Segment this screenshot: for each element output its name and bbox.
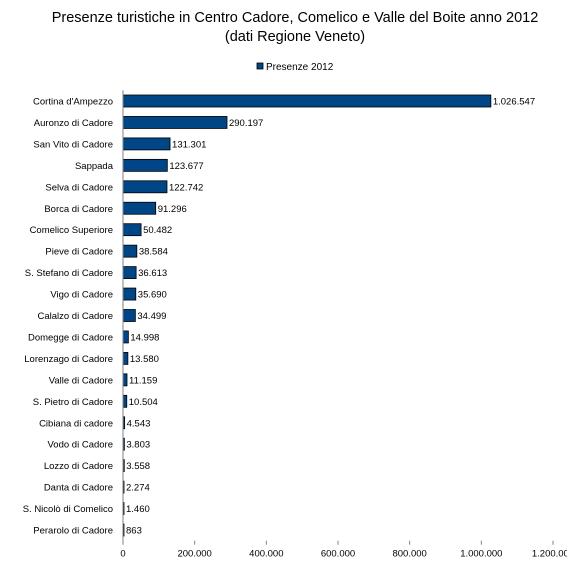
value-label: 50.482: [143, 225, 172, 236]
x-axis-ticks: 0 200.000 400.000 600.000 800.000 1.000.000 1.…: [120, 540, 567, 560]
x-tick-label: 1.000.000: [460, 549, 502, 560]
category-label: Borca di Cadore: [44, 204, 113, 215]
bar: [122, 137, 171, 151]
category-label: Auronzo di Cadore: [34, 118, 113, 129]
value-label: 10.504: [129, 397, 158, 408]
bar: [122, 158, 168, 172]
value-label: 13.580: [130, 354, 159, 365]
category-label: Cortina d'Ampezzo: [33, 97, 113, 108]
value-label: 34.499: [137, 311, 166, 322]
category-label: Comelico Superiore: [30, 225, 113, 236]
bar: [122, 223, 142, 237]
category-label: Pieve di Cadore: [45, 247, 113, 258]
bar: [122, 94, 492, 108]
value-label: 35.690: [138, 290, 167, 301]
category-label: S. Nicolò di Comelico: [23, 504, 113, 515]
category-label: S. Pietro di Cadore: [33, 397, 113, 408]
value-label: 91.296: [158, 204, 187, 215]
bar: [122, 180, 168, 194]
category-label: Cibiana di cadore: [39, 418, 113, 429]
category-label: Vodo di Cadore: [48, 440, 114, 451]
bar: [122, 373, 128, 387]
value-label: 14.998: [130, 332, 159, 343]
chart-title: Presenze turistiche in Centro Cadore, Co…: [52, 10, 539, 26]
legend-swatch: [256, 62, 264, 70]
category-label: S. Stefano di Cadore: [25, 268, 113, 279]
value-label: 36.613: [138, 268, 167, 279]
x-tick-label: 600.000: [321, 549, 355, 560]
category-label: Calalzo di Cadore: [37, 311, 113, 322]
bars: [122, 94, 492, 537]
value-label: 3.803: [126, 440, 150, 451]
value-label: 123.677: [169, 161, 203, 172]
category-label: San Vito di Cadore: [33, 139, 113, 150]
value-labels: 1.026.547 290.197 131.301 123.677 122.742 91.…: [126, 97, 535, 537]
bar: [122, 116, 228, 129]
bar: [122, 351, 129, 365]
bar: [122, 330, 129, 344]
value-label: 4.543: [127, 418, 151, 429]
value-label: 1.026.547: [493, 97, 535, 108]
category-label: Selva di Cadore: [45, 182, 113, 193]
x-tick-label: 800.000: [392, 549, 426, 560]
category-label: Perarolo di Cadore: [33, 526, 113, 537]
value-label: 3.558: [126, 461, 150, 472]
x-tick-label: 0: [120, 549, 125, 560]
category-labels: Cortina d'Ampezzo Auronzo di Cadore San Vi…: [23, 97, 114, 537]
category-label: Vigo di Cadore: [50, 290, 113, 301]
category-label: Lozzo di Cadore: [44, 461, 113, 472]
x-tick-label: 1.200.000: [532, 549, 567, 560]
category-label: Domegge di Cadore: [28, 332, 113, 343]
bar: [122, 201, 157, 215]
value-label: 1.460: [126, 504, 150, 515]
value-label: 290.197: [229, 118, 263, 129]
bar: [122, 244, 138, 258]
bar: [122, 287, 137, 301]
value-label: 11.159: [129, 375, 157, 386]
value-label: 2.274: [126, 483, 150, 494]
value-label: 122.742: [169, 182, 203, 193]
category-label: Lorenzago di Cadore: [24, 354, 113, 365]
bar: [122, 309, 136, 322]
value-label: 863: [126, 526, 142, 537]
value-label: 131.301: [172, 139, 206, 150]
category-label: Valle di Cadore: [49, 375, 113, 386]
category-label: Sappada: [75, 161, 114, 172]
bar: [122, 394, 128, 408]
value-label: 38.584: [139, 247, 168, 258]
bar: [122, 266, 137, 280]
legend: Presenze 2012: [256, 62, 334, 73]
x-tick-label: 400.000: [249, 549, 283, 560]
chart-subtitle: (dati Regione Veneto): [225, 29, 365, 45]
x-tick-label: 200.000: [177, 549, 211, 560]
legend-label: Presenze 2012: [266, 62, 334, 73]
category-label: Danta di Cadore: [44, 483, 113, 494]
